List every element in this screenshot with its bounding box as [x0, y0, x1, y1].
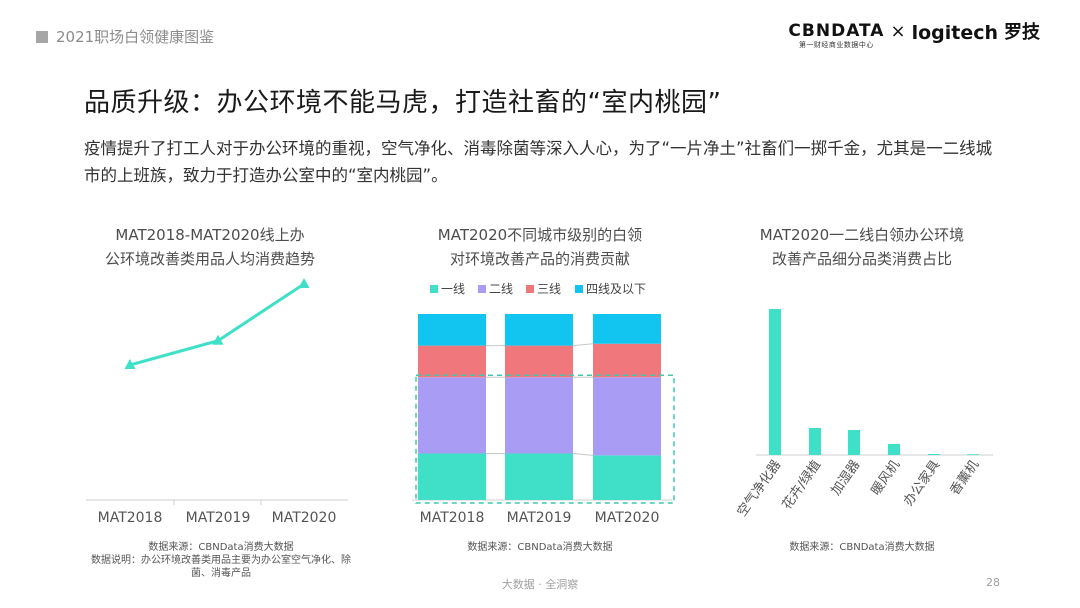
chart2-bar-segment	[505, 377, 573, 454]
chart2-legend-swatch	[526, 285, 534, 293]
chart2-bar-segment	[593, 455, 661, 500]
chart2-highlight-box	[415, 374, 675, 504]
chart2-legend-swatch	[478, 285, 486, 293]
chart1-x-tick-label: MAT2018	[98, 510, 163, 526]
chart1-data-point	[212, 334, 224, 345]
report-tag: 2021职场白领健康图鉴	[36, 26, 214, 47]
cbndata-logo: CBNDATA 第一财经商业数据中心	[788, 22, 884, 50]
brand-logos: CBNDATA 第一财经商业数据中心 × logitech 罗技	[788, 22, 1040, 50]
chart2-bar-segment	[593, 343, 661, 378]
chart3-bar	[928, 454, 940, 455]
luoji-logo: 罗技	[1004, 22, 1040, 43]
page-description: 疫情提升了打工人对于办公环境的重视，空气净化、消毒除菌等深入人心，为了“一片净土…	[84, 139, 993, 185]
chart2-bar-segment	[505, 345, 573, 378]
chart2-connector-line	[572, 453, 594, 456]
chart2-legend-label: 四线及以下	[586, 282, 646, 296]
chart2-note-source: 数据来源：CBNData消费大数据	[467, 542, 613, 553]
chart2-bar-segment	[418, 314, 486, 346]
chart3-x-tick-label: 香薰机	[948, 458, 983, 499]
chart2-title-line2: 对环境改善产品的消费贡献	[449, 250, 630, 268]
chart2-title-line1: MAT2020不同城市级别的白领	[437, 226, 643, 244]
chart2-bar-segment	[418, 453, 486, 500]
page-number: 28	[986, 576, 1000, 589]
chart1-title-line2: 公环境改善类用品人均消费趋势	[104, 250, 315, 268]
chart1-data-point	[124, 359, 136, 369]
chart2-notes: 数据来源：CBNData消费大数据	[440, 541, 640, 554]
chart2-legend-label: 二线	[489, 282, 513, 296]
chart2-title: MAT2020不同城市级别的白领 对环境改善产品的消费贡献	[410, 223, 670, 271]
chart2-x-tick-label: MAT2018	[420, 510, 485, 526]
chart1-x-tick-label: MAT2019	[186, 510, 251, 526]
footer-slogan: 大数据 · 全洞察	[501, 578, 579, 591]
chart3-title: MAT2020一二线白领办公环境 改善产品细分品类消费占比	[732, 223, 992, 271]
chart3-x-tick-label: 暖风机	[869, 458, 904, 499]
chart1-notes: 数据来源：CBNData消费大数据 数据说明：办公环境改善类用品主要为办公室空气…	[76, 541, 366, 580]
chart3-bar	[888, 444, 900, 455]
chart1-title: MAT2018-MAT2020线上办 公环境改善类用品人均消费趋势	[80, 223, 340, 271]
cbndata-logo-text: CBNDATA	[788, 21, 885, 41]
chart1-data-point	[298, 278, 310, 288]
chart3-bar	[848, 430, 860, 455]
chart3-x-tick-label: 花卉/绿植	[779, 457, 824, 512]
logitech-logo: logitech	[911, 22, 998, 44]
chart2-legend-label: 一线	[441, 282, 465, 296]
chart3-title-line1: MAT2020一二线白领办公环境	[759, 226, 965, 244]
chart1-note-source: 数据来源：CBNData消费大数据	[148, 542, 294, 553]
chart2-bar-segment	[593, 314, 661, 344]
chart1-note-desc-line2: 菌、消毒产品	[191, 568, 251, 579]
page-title: 品质升级：办公环境不能马虎，打造社畜的“室内桃园”	[84, 88, 722, 118]
chart3-x-tick-label: 办公家具	[900, 457, 943, 509]
chart2-legend-swatch	[430, 285, 438, 293]
chart3-title-line2: 改善产品细分品类消费占比	[771, 250, 952, 268]
chart3-bar	[809, 428, 821, 455]
chart2-x-tick-label: MAT2020	[595, 510, 660, 526]
chart3-x-tick-label: 加湿器	[829, 458, 864, 499]
chart2-bar-segment	[505, 453, 573, 500]
chart3-bar	[769, 309, 781, 455]
chart2-legend-swatch	[575, 285, 583, 293]
chart2-bar-segment	[418, 345, 486, 378]
chart1-title-line1: MAT2018-MAT2020线上办	[115, 226, 305, 244]
chart3-bar	[967, 454, 979, 455]
chart2-x-tick-label: MAT2019	[507, 510, 572, 526]
cbndata-logo-subtext: 第一财经商业数据中心	[798, 41, 874, 49]
chart3-notes: 数据来源：CBNData消费大数据	[762, 541, 962, 554]
square-icon	[36, 30, 48, 43]
chart1-x-tick-label: MAT2020	[272, 510, 337, 526]
collaboration-times-icon: ×	[890, 21, 906, 42]
chart2-bar-segment	[593, 377, 661, 456]
chart2-connector-line	[572, 343, 594, 347]
chart2-legend-label: 三线	[537, 282, 561, 296]
chart2-bar-segment	[418, 377, 486, 454]
report-tag-label: 2021职场白领健康图鉴	[56, 28, 215, 46]
chart2-bar-segment	[505, 314, 573, 346]
chart3-x-tick-label: 空气净化器	[734, 457, 784, 519]
chart1-note-desc-line1: 数据说明：办公环境改善类用品主要为办公室空气净化、除	[91, 555, 351, 566]
chart3-note-source: 数据来源：CBNData消费大数据	[789, 542, 935, 553]
